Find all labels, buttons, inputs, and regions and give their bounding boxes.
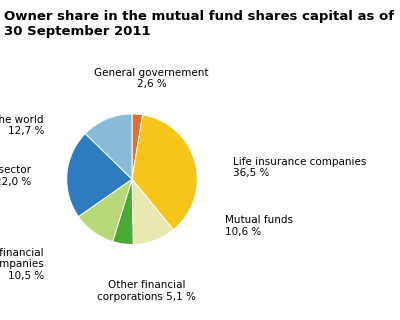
Text: Life insurance companies
36,5 %: Life insurance companies 36,5 %	[233, 157, 366, 178]
Text: General governement
2,6 %: General governement 2,6 %	[94, 68, 209, 89]
Text: Mutual funds
10,6 %: Mutual funds 10,6 %	[225, 215, 293, 237]
Wedge shape	[78, 179, 132, 242]
Wedge shape	[132, 179, 173, 244]
Text: Other financial
corporations 5,1 %: Other financial corporations 5,1 %	[97, 280, 196, 302]
Text: Rest of the world
12,7 %: Rest of the world 12,7 %	[0, 115, 44, 137]
Wedge shape	[85, 114, 132, 179]
Text: Owner share in the mutual fund shares capital as of
30 September 2011: Owner share in the mutual fund shares ca…	[4, 10, 394, 38]
Text: Private non-financial
companies
10,5 %: Private non-financial companies 10,5 %	[0, 248, 44, 281]
Wedge shape	[132, 115, 197, 230]
Wedge shape	[113, 179, 133, 244]
Wedge shape	[132, 114, 143, 179]
Wedge shape	[67, 134, 132, 217]
Text: Household sector
22,0 %: Household sector 22,0 %	[0, 165, 31, 187]
